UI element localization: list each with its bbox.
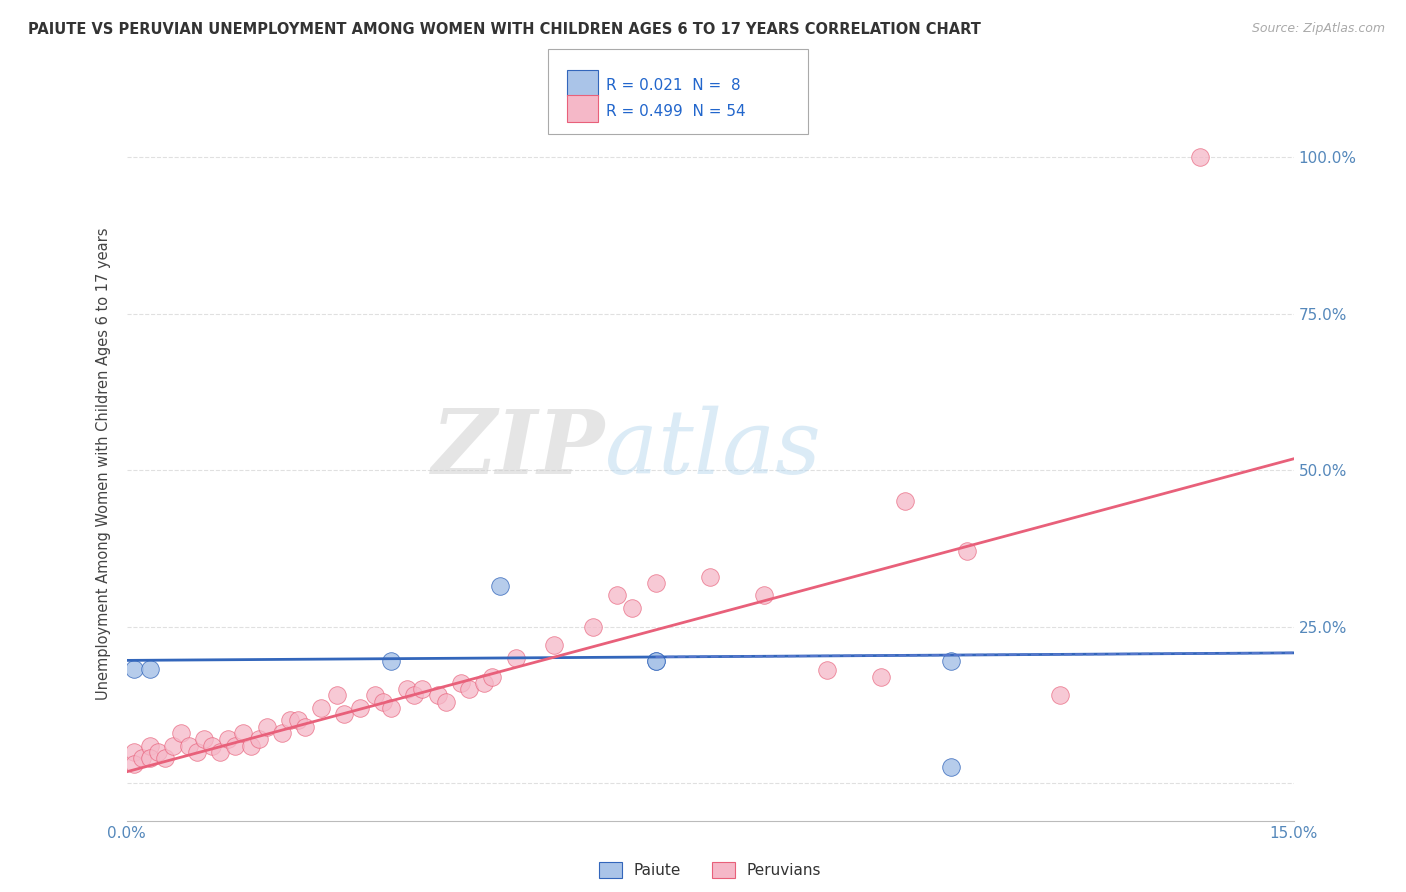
Point [434,695,457,709]
Point [139,739,162,753]
Point [278,714,301,728]
Point [177,739,200,753]
Point [606,588,628,602]
Text: R = 0.499  N = 54: R = 0.499 N = 54 [606,104,745,120]
Point [644,654,666,668]
Point [333,707,356,722]
Point [240,739,263,753]
Point [309,701,332,715]
Point [941,760,963,774]
Point [124,745,146,759]
Point [1189,150,1212,164]
Point [325,689,347,703]
Point [201,739,224,753]
Point [294,720,316,734]
Point [582,619,605,633]
Y-axis label: Unemployment Among Women with Children Ages 6 to 17 years: Unemployment Among Women with Children A… [96,227,111,700]
Text: atlas: atlas [605,406,821,493]
Point [1049,689,1071,703]
Point [941,654,963,668]
Point [139,662,162,676]
Point [621,600,644,615]
Point [893,494,915,508]
Point [699,569,721,583]
Point [139,751,162,765]
Point [395,682,418,697]
Point [404,689,426,703]
Point [271,726,294,740]
Text: ZIP: ZIP [432,407,605,492]
Point [155,751,177,765]
Point [186,745,208,759]
Point [364,689,387,703]
Point [754,588,776,602]
Point [162,739,184,753]
Text: R = 0.021  N =  8: R = 0.021 N = 8 [606,78,741,94]
Point [380,701,402,715]
Point [208,745,231,759]
Point [146,745,169,759]
Point [644,575,666,590]
Legend: Paiute, Peruvians: Paiute, Peruvians [592,856,828,884]
Point [450,676,472,690]
Point [543,639,565,653]
Point [170,726,193,740]
Point [505,651,527,665]
Point [474,676,496,690]
Point [193,732,215,747]
Point [373,695,395,709]
Point [644,654,666,668]
Point [956,544,979,558]
Point [224,739,246,753]
Point [124,757,146,772]
Point [481,670,503,684]
Point [247,732,270,747]
Point [411,682,433,697]
Point [256,720,278,734]
Point [489,579,512,593]
Point [815,664,838,678]
Point [349,701,371,715]
Point [131,751,153,765]
Point [380,654,402,668]
Point [457,682,479,697]
Point [287,714,309,728]
Point [124,662,146,676]
Point [426,689,449,703]
Point [232,726,254,740]
Point [870,670,893,684]
Text: Source: ZipAtlas.com: Source: ZipAtlas.com [1251,22,1385,36]
Text: PAIUTE VS PERUVIAN UNEMPLOYMENT AMONG WOMEN WITH CHILDREN AGES 6 TO 17 YEARS COR: PAIUTE VS PERUVIAN UNEMPLOYMENT AMONG WO… [28,22,981,37]
Point [217,732,239,747]
